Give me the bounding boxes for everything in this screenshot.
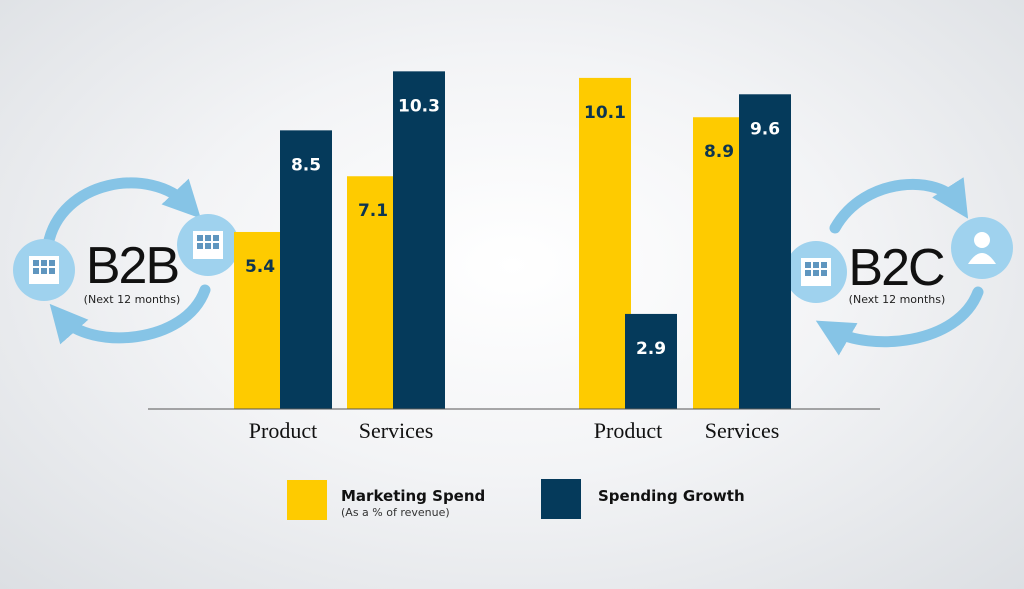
data-label-b2c-product-marketing: 10.1 — [584, 103, 626, 123]
data-label-b2b-services-marketing: 7.1 — [358, 201, 388, 221]
legend-label-marketing: Marketing Spend — [341, 487, 486, 505]
bar-b2c-services-growth — [739, 94, 791, 409]
data-label-b2c-product-growth: 2.9 — [636, 339, 666, 359]
category-label-b2c-services: Services — [705, 418, 780, 443]
data-label-b2c-services-marketing: 8.9 — [704, 142, 734, 162]
category-label-b2b-product: Product — [249, 418, 317, 443]
data-label-b2b-product-marketing: 5.4 — [245, 257, 275, 277]
bar-b2c-product-marketing — [579, 77, 631, 409]
b2c-person-icon — [951, 217, 1013, 279]
b2c-left-building-icon — [785, 241, 847, 303]
group-subtitle-b2b: (Next 12 months) — [84, 293, 181, 306]
group-subtitle-b2c: (Next 12 months) — [849, 293, 946, 306]
data-label-b2b-services-growth: 10.3 — [398, 96, 440, 116]
bar-b2b-services-growth — [393, 71, 445, 410]
b2c-cycle-arrow-top — [829, 177, 969, 234]
legend-label-growth: Spending Growth — [598, 487, 745, 505]
b2c-cycle-arrow-bottom — [815, 286, 984, 356]
b2b-cycle-arrow-top — [42, 177, 201, 251]
legend-sublabel-marketing: (As a % of revenue) — [341, 506, 450, 519]
data-label-b2b-product-growth: 8.5 — [291, 155, 321, 175]
b2b-right-building-icon — [177, 214, 239, 276]
legend-swatch-growth — [541, 479, 581, 519]
bar-b2b-services-marketing — [347, 176, 399, 409]
bar-b2c-product-growth — [625, 313, 677, 409]
bar-b2c-services-marketing — [693, 117, 745, 410]
category-label-b2b-services: Services — [359, 418, 434, 443]
group-title-b2b: B2B — [86, 237, 178, 295]
data-label-b2c-services-growth: 9.6 — [750, 119, 780, 139]
group-title-b2c: B2C — [848, 239, 944, 297]
category-label-b2c-product: Product — [594, 418, 662, 443]
bar-b2b-product-growth — [280, 130, 332, 409]
bar-b2b-product-marketing — [234, 231, 286, 409]
b2b-cycle-arrow-bottom — [49, 284, 211, 345]
legend-swatch-marketing — [287, 480, 327, 520]
b2b-left-building-icon — [13, 239, 75, 301]
